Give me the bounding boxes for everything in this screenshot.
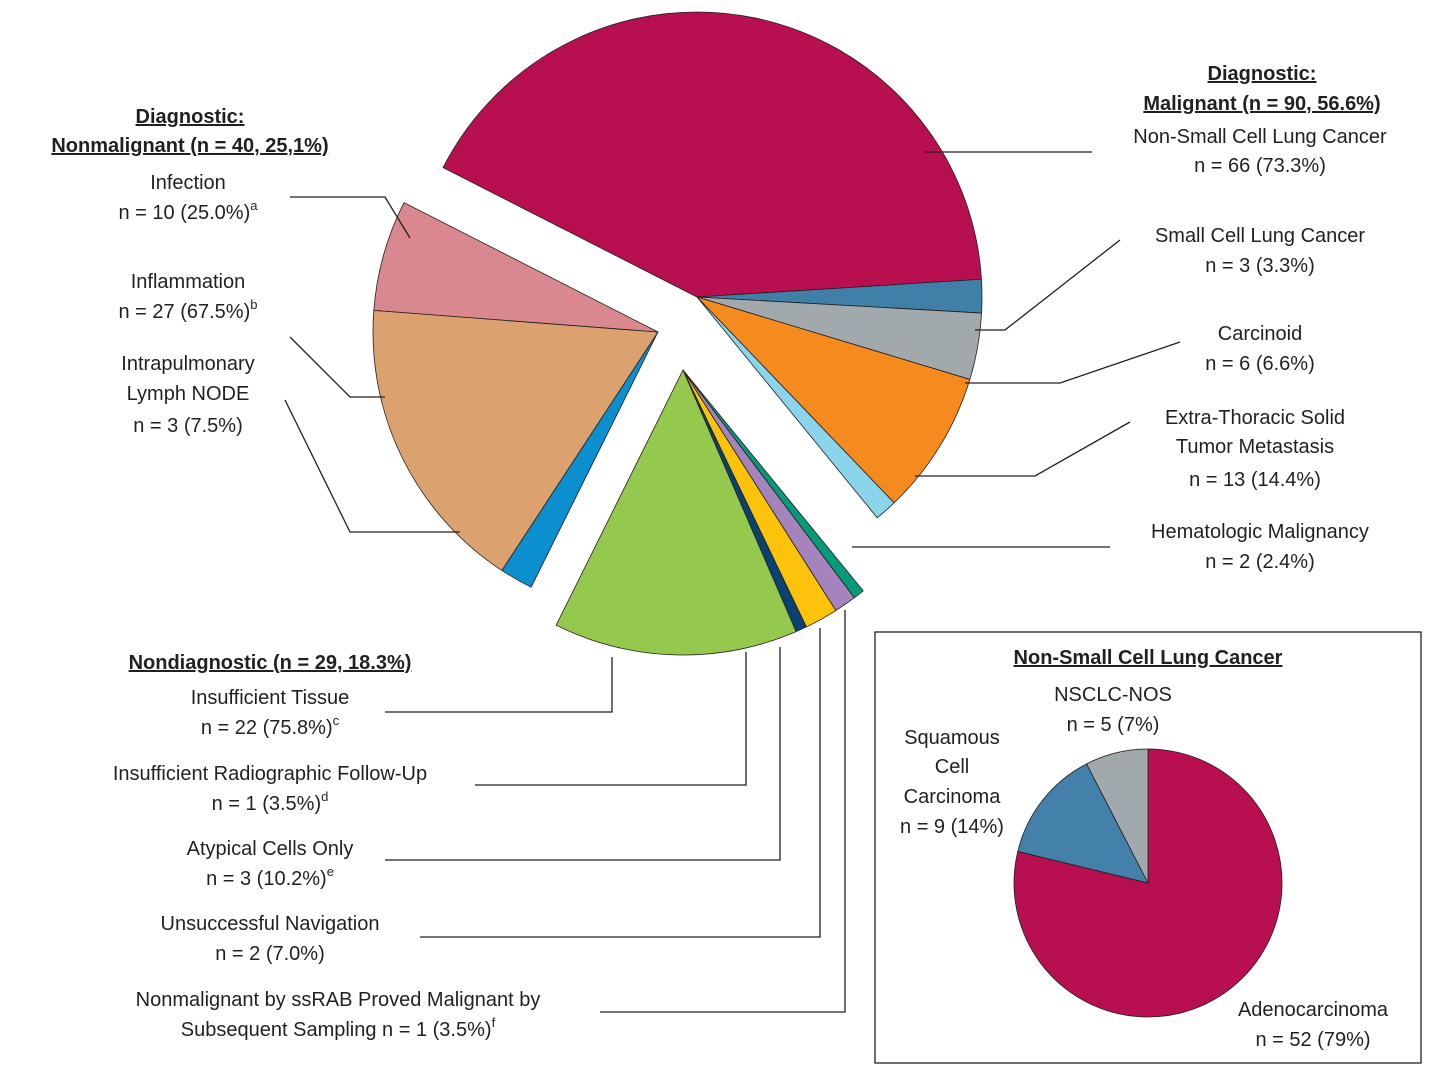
radiographic-footnote: d <box>321 789 328 804</box>
insufficient-tissue-label: Insufficient Tissue <box>191 687 350 709</box>
slice-insufficient-tissue <box>555 369 797 656</box>
atypical-footnote: e <box>327 864 334 879</box>
radiographic-value: n = 1 (3.5%)d <box>212 789 329 815</box>
ssrab-label-line2-text: Subsequent Sampling n = 1 (3.5%) <box>181 1019 492 1041</box>
insufficient-tissue-value-text: n = 22 (75.8%) <box>201 717 333 739</box>
inflammation-value-text: n = 27 (67.5%) <box>119 301 251 323</box>
malignant-labels: Diagnostic: Malignant (n = 90, 56.6%) No… <box>1133 63 1387 573</box>
infection-value-text: n = 10 (25.0%) <box>119 202 251 224</box>
nonmalignant-header-line2: Nonmalignant (n = 40, 25,1%) <box>51 135 328 157</box>
leader-radiographic <box>475 652 747 786</box>
leader-insufficient-tissue <box>385 657 613 713</box>
metastasis-label-line1: Extra-Thoracic Solid <box>1165 407 1345 429</box>
inset-slice-squamous-cell-carcinoma <box>1017 763 1149 884</box>
inset-title: Non-Small Cell Lung Cancer <box>1014 647 1283 669</box>
carcinoid-label: Carcinoid <box>1218 323 1302 345</box>
nsclc-nos-value: n = 5 (7%) <box>1067 714 1160 736</box>
squamous-label-line2: Cell <box>935 756 969 778</box>
adenocarcinoma-value: n = 52 (79%) <box>1255 1029 1370 1051</box>
inflammation-label: Inflammation <box>131 271 246 293</box>
nonmalignant-header-line1: Diagnostic: <box>136 106 245 128</box>
ssrab-label-line1: Nonmalignant by ssRAB Proved Malignant b… <box>136 989 541 1011</box>
nondiagnostic-header: Nondiagnostic (n = 29, 18.3%) <box>129 652 412 674</box>
hematologic-label: Hematologic Malignancy <box>1151 521 1369 543</box>
leader-sclc <box>975 239 1121 331</box>
leader-infection <box>290 196 411 239</box>
hematologic-value: n = 2 (2.4%) <box>1205 551 1315 573</box>
lymph-node-label-line2: Lymph NODE <box>127 383 250 405</box>
lymph-node-label-line1: Intrapulmonary <box>121 353 254 375</box>
inset-slice-nsclc-nos <box>1086 748 1149 884</box>
atypical-label: Atypical Cells Only <box>187 838 354 860</box>
leader-lymph-node <box>284 399 460 533</box>
leader-navigation <box>420 628 821 938</box>
slice-infection <box>373 202 659 333</box>
slice-non-small-cell-lung-cancer <box>442 11 982 298</box>
inflammation-footnote: b <box>250 297 257 312</box>
nsclc-value: n = 66 (73.3%) <box>1194 155 1326 177</box>
ssrab-label-line2: Subsequent Sampling n = 1 (3.5%)f <box>181 1015 496 1041</box>
metastasis-label-line2: Tumor Metastasis <box>1176 436 1334 458</box>
malignant-header-line1: Diagnostic: <box>1208 63 1317 85</box>
adenocarcinoma-label: Adenocarcinoma <box>1238 999 1389 1021</box>
main-pie <box>372 11 983 656</box>
radiographic-label: Insufficient Radiographic Follow-Up <box>113 763 427 785</box>
metastasis-value: n = 13 (14.4%) <box>1189 469 1321 491</box>
squamous-label-line1: Squamous <box>904 727 1000 749</box>
inflammation-value: n = 27 (67.5%)b <box>119 297 258 323</box>
insufficient-tissue-value: n = 22 (75.8%)c <box>201 713 340 739</box>
leader-atypical <box>385 647 781 861</box>
leader-ssrab <box>600 610 846 1013</box>
nsclc-nos-label: NSCLC-NOS <box>1054 684 1172 706</box>
radiographic-value-text: n = 1 (3.5%) <box>212 793 322 815</box>
inset-pie <box>1013 748 1283 1018</box>
carcinoid-value: n = 6 (6.6%) <box>1205 353 1315 375</box>
sclc-label: Small Cell Lung Cancer <box>1155 225 1365 247</box>
insufficient-tissue-footnote: c <box>333 713 340 728</box>
navigation-value: n = 2 (7.0%) <box>215 943 325 965</box>
infection-label: Infection <box>150 172 226 194</box>
atypical-value: n = 3 (10.2%)e <box>206 864 334 890</box>
slice-inflammation <box>372 309 659 571</box>
infection-value: n = 10 (25.0%)a <box>119 198 259 224</box>
lymph-node-value: n = 3 (7.5%) <box>133 415 243 437</box>
atypical-value-text: n = 3 (10.2%) <box>206 868 327 890</box>
nsclc-label: Non-Small Cell Lung Cancer <box>1133 126 1387 148</box>
squamous-label-line3: Carcinoma <box>904 786 1002 808</box>
inset-labels: Non-Small Cell Lung Cancer NSCLC-NOS n =… <box>900 647 1389 1051</box>
navigation-label: Unsuccessful Navigation <box>161 913 380 935</box>
leader-lines <box>284 151 1181 1013</box>
nonmalignant-labels: Diagnostic: Nonmalignant (n = 40, 25,1%)… <box>51 106 328 437</box>
nondiagnostic-labels: Nondiagnostic (n = 29, 18.3%) Insufficie… <box>113 652 540 1041</box>
slice-extra-thoracic-solid-tumor-metastasis <box>695 296 971 504</box>
leader-metastasis <box>915 421 1131 477</box>
squamous-value: n = 9 (14%) <box>900 816 1004 838</box>
sclc-value: n = 3 (3.3%) <box>1205 255 1315 277</box>
ssrab-footnote: f <box>492 1015 496 1030</box>
leader-carcinoid <box>965 341 1181 384</box>
leader-inflammation <box>289 336 385 398</box>
infection-footnote: a <box>250 198 258 213</box>
slice-hematologic-malignancy <box>696 296 895 519</box>
malignant-header-line2: Malignant (n = 90, 56.6%) <box>1143 93 1380 115</box>
